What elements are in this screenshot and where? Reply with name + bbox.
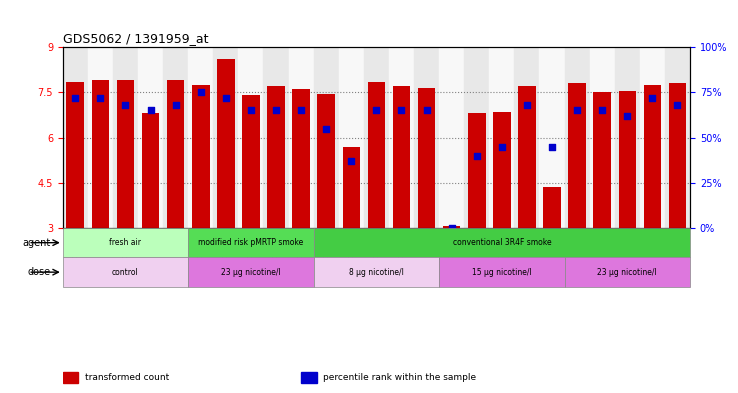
Bar [568,83,586,228]
Bar [539,47,565,228]
Point [370,107,382,114]
Bar [665,47,690,228]
Bar [644,85,661,228]
Text: 15 μg nicotine/l: 15 μg nicotine/l [472,268,531,277]
Text: GDS5062 / 1391959_at: GDS5062 / 1391959_at [63,31,208,44]
Bar [188,47,213,228]
Bar [468,114,486,228]
Bar [117,80,134,228]
Point [145,107,156,114]
Bar [342,147,360,228]
Bar [113,47,138,228]
Bar [63,228,188,257]
Bar [314,257,439,287]
Bar [292,89,310,228]
Bar [514,47,539,228]
Bar [213,47,238,228]
Text: dose: dose [27,267,50,277]
Bar [92,80,109,228]
Bar [439,47,464,228]
Point [596,107,608,114]
Text: percentile rank within the sample: percentile rank within the sample [323,373,476,382]
Bar [393,86,410,228]
Bar [314,47,339,228]
Point [320,125,332,132]
Bar [138,47,163,228]
Bar [640,47,665,228]
Bar [414,47,439,228]
Text: transformed count: transformed count [85,373,169,382]
Bar [188,228,314,257]
Bar [63,47,88,228]
Text: fresh air: fresh air [109,238,142,247]
Point [521,102,533,108]
Bar [669,83,686,228]
Point [421,107,432,114]
Text: control: control [112,268,139,277]
Bar [263,47,289,228]
Bar [289,47,314,228]
Bar [142,114,159,228]
Text: agent: agent [22,238,50,248]
Bar [565,257,690,287]
Bar [593,92,611,228]
Bar [242,95,260,228]
Point [396,107,407,114]
Point [646,95,658,101]
Bar [439,257,565,287]
Bar [63,373,78,384]
Point [621,113,633,119]
Bar [238,47,263,228]
Bar [364,47,389,228]
Bar [368,82,385,228]
Point [471,152,483,159]
Bar [267,86,285,228]
Bar [489,47,514,228]
Bar [618,91,636,228]
Bar [192,85,210,228]
Bar [615,47,640,228]
Point [120,102,131,108]
Point [496,143,508,150]
Point [94,95,106,101]
Point [170,102,182,108]
Bar [543,187,561,228]
Bar [565,47,590,228]
Point [69,95,81,101]
Bar [314,228,690,257]
Bar [163,47,188,228]
Bar [518,86,536,228]
Point [245,107,257,114]
Point [571,107,583,114]
Bar [317,94,335,228]
Text: modified risk pMRTP smoke: modified risk pMRTP smoke [199,238,303,247]
Bar [464,47,489,228]
Bar [301,373,317,384]
Point [220,95,232,101]
Point [672,102,683,108]
Bar [188,257,314,287]
Bar [590,47,615,228]
Bar [443,226,461,228]
Bar [63,257,188,287]
Bar [493,112,511,228]
Text: 23 μg nicotine/l: 23 μg nicotine/l [221,268,280,277]
Bar [66,82,84,228]
Point [195,89,207,95]
Point [446,225,458,231]
Text: conventional 3R4F smoke: conventional 3R4F smoke [452,238,551,247]
Bar [217,59,235,228]
Point [345,158,357,164]
Point [546,143,558,150]
Bar [418,88,435,228]
Text: 23 μg nicotine/l: 23 μg nicotine/l [598,268,657,277]
Text: 8 μg nicotine/l: 8 μg nicotine/l [349,268,404,277]
Bar [389,47,414,228]
Point [295,107,307,114]
Bar [88,47,113,228]
Bar [167,80,184,228]
Bar [339,47,364,228]
Point [270,107,282,114]
